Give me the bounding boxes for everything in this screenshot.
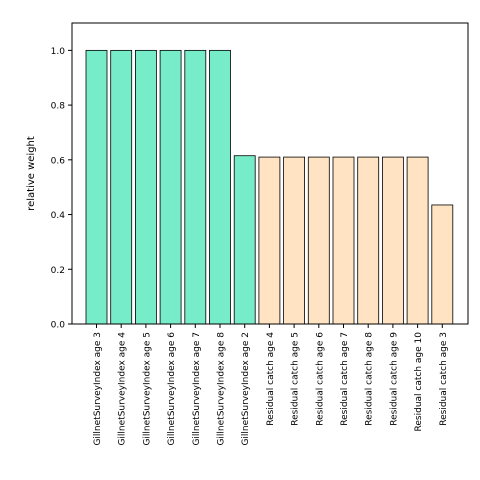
x-tick-label: Residual catch age 7	[340, 332, 350, 426]
bar	[110, 49, 133, 325]
x-tick-label: Residual catch age 9	[389, 332, 399, 426]
bar	[184, 49, 207, 325]
bar	[307, 156, 330, 325]
bar	[283, 156, 306, 325]
y-tick-label: 0.6	[51, 156, 66, 166]
x-tick-label: Residual catch age 6	[315, 332, 325, 426]
bar	[134, 49, 157, 325]
bar	[332, 156, 355, 325]
y-tick-label: 0.8	[51, 102, 66, 112]
x-tick-label: Residual catch age 10	[414, 332, 424, 432]
x-axis: GillnetSurveyIndex age 3 GillnetSurveyInd…	[93, 324, 449, 446]
plot-frame	[71, 22, 469, 325]
bar	[209, 49, 231, 325]
x-tick-label: GillnetSurveyIndex age 8	[217, 332, 227, 446]
x-tick-label: GillnetSurveyIndex age 4	[118, 332, 128, 446]
x-tick-label: GillnetSurveyIndex age 5	[142, 332, 152, 446]
y-tick-label: 0.4	[51, 211, 66, 221]
x-tick-label: GillnetSurveyIndex age 3	[93, 332, 103, 446]
y-tick-label: 0.0	[51, 321, 66, 331]
bar	[233, 155, 256, 325]
bar	[381, 156, 404, 325]
y-tick-label: 0.2	[51, 266, 65, 276]
bar	[431, 204, 454, 325]
bar	[85, 49, 108, 325]
x-tick-label: GillnetSurveyIndex age 2	[241, 332, 251, 446]
y-axis: 0.0 0.2 0.4 0.6 0.8 1.0	[51, 47, 72, 331]
bar	[357, 156, 380, 325]
x-tick-label: GillnetSurveyIndex age 6	[167, 332, 177, 446]
x-tick-label: Residual catch age 5	[291, 332, 301, 426]
bar	[258, 156, 281, 325]
y-axis-label: relative weight	[26, 136, 37, 211]
y-tick-label: 1.0	[51, 47, 66, 57]
x-tick-label: Residual catch age 8	[365, 332, 375, 426]
x-tick-label: GillnetSurveyIndex age 7	[192, 332, 202, 446]
bars-group	[85, 49, 454, 325]
x-tick-label: Residual catch age 4	[266, 332, 276, 426]
bar	[159, 49, 182, 325]
x-tick-label: Residual catch age 3	[439, 332, 449, 426]
bar	[406, 156, 429, 325]
